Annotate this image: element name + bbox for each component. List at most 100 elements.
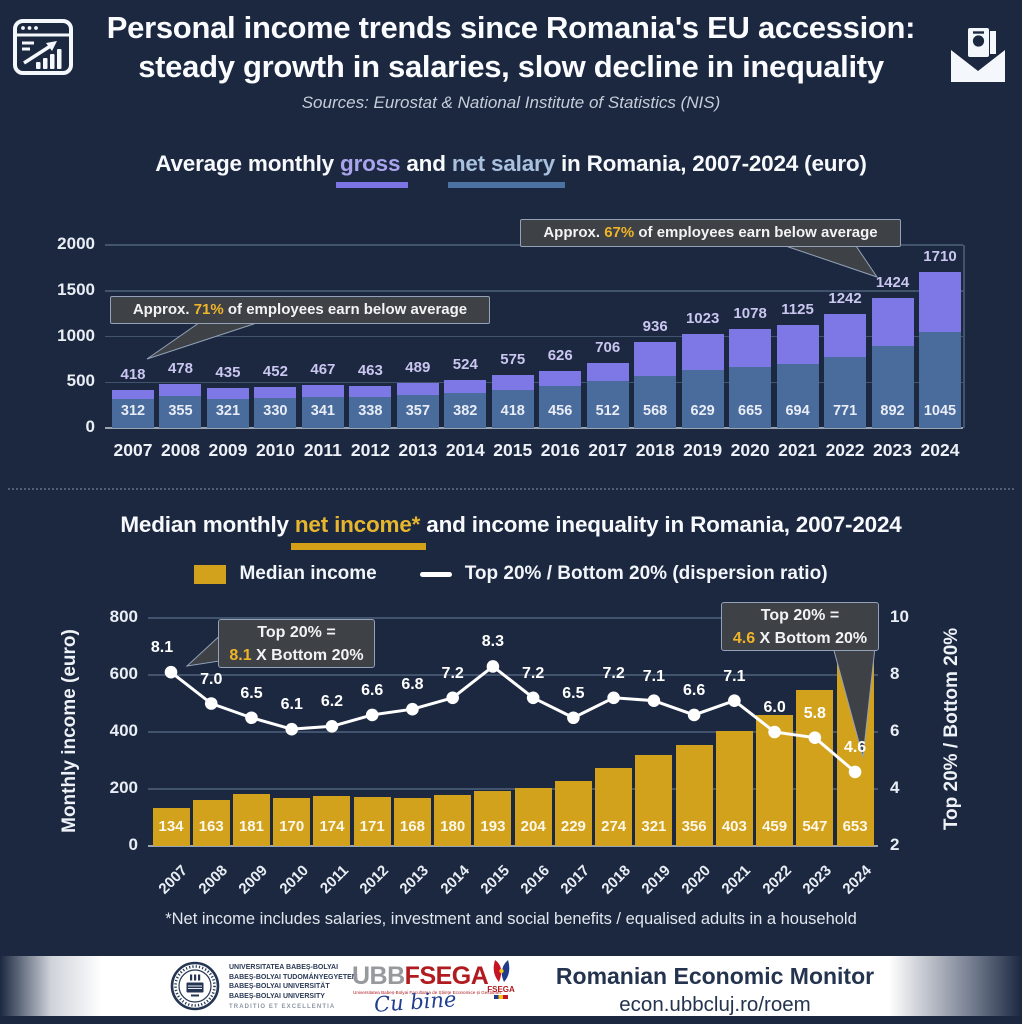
x-axis-line — [148, 845, 878, 847]
salary-y-tick: 0 — [85, 417, 95, 436]
callout-line1: Top 20% = — [257, 624, 336, 641]
ubb-fsega-logo: UBBFSEGA — [352, 962, 489, 991]
ratio-value-label: 7.2 — [441, 664, 464, 682]
callout-line2: 4.6 X Bottom 20% — [722, 628, 878, 651]
romanian-flag-mark — [494, 995, 508, 999]
gross-value-label: 1424 — [875, 273, 910, 291]
net-bar — [349, 397, 392, 428]
median-value-label: 274 — [601, 818, 627, 835]
net-bar — [491, 389, 534, 428]
gridline — [105, 290, 963, 292]
net-value-label: 456 — [548, 403, 573, 419]
ratio-value-label: 6.6 — [361, 681, 384, 699]
gross-value-label: 1078 — [733, 305, 767, 323]
ratio-value-label: 6.0 — [763, 699, 786, 716]
university-motto: TRADITIO ET EXCELLENTIA — [229, 1004, 336, 1010]
ratio-line-swatch — [419, 571, 452, 577]
salary-year-label: 2021 — [778, 440, 818, 460]
median-value-label: 170 — [279, 818, 305, 835]
fsega-subtext: Universitatea Babeș-Bolyai Facultatea de… — [353, 990, 501, 995]
ratio-value-label: 7.2 — [522, 664, 545, 682]
net-bar — [206, 398, 249, 428]
footer: UNIVERSITATEA BABEȘ-BOLYAI BABEȘ-BOLYAI … — [0, 956, 1022, 1017]
ratio-point — [446, 691, 459, 705]
median-value-label: 229 — [560, 818, 586, 835]
net-value-label: 694 — [785, 403, 810, 419]
net-value-label: 568 — [643, 403, 668, 419]
footnote: *Net income includes salaries, investmen… — [165, 910, 857, 928]
ratio-point — [526, 691, 540, 705]
gross-value-label: 1125 — [781, 301, 814, 319]
net-value-label: 665 — [738, 403, 763, 419]
gross-value-label: 626 — [547, 346, 573, 364]
net-value-label: 512 — [595, 403, 620, 419]
callout-line2: 8.1 X Bottom 20% — [219, 645, 374, 668]
ratio-value-label: 7.1 — [642, 667, 665, 685]
ratio-point — [687, 708, 701, 722]
page-title: Personal income trends since Romania's E… — [80, 8, 942, 86]
salary-year-label: 2007 — [113, 440, 153, 460]
ratio-point — [245, 711, 258, 725]
net-value-label: 355 — [168, 403, 193, 419]
fsega-emblem-label: FSEGA — [487, 985, 515, 994]
net-value-label: 341 — [310, 403, 335, 419]
net-bar — [586, 381, 629, 428]
gridline — [148, 617, 878, 619]
median-income-bar — [796, 690, 834, 846]
median-income-bar — [715, 731, 753, 846]
median-income-bar — [434, 794, 472, 846]
university-seal-logo — [170, 961, 220, 1011]
ratio-point — [325, 720, 339, 733]
net-bar — [824, 357, 867, 428]
net-bar — [301, 396, 344, 428]
salary-y-tick: 500 — [66, 371, 95, 391]
ratio-value-label: 6.5 — [240, 684, 263, 702]
net-value-label: 1045 — [923, 403, 957, 419]
gross-value-label: 575 — [500, 351, 526, 369]
median-value-label: 321 — [641, 818, 667, 835]
brand-block: Romanian Economic Monitor econ.ubbcluj.r… — [515, 963, 915, 1017]
median-income-swatch — [194, 564, 227, 584]
median-income-bar — [273, 797, 311, 846]
callout-text: Approx. — [543, 224, 605, 241]
median-income-bar — [675, 744, 713, 846]
net-bar — [918, 332, 961, 428]
ratio-value-label: 5.8 — [803, 704, 826, 722]
income-right-tick: 2 — [890, 835, 900, 854]
ratio-value-label: 7.2 — [602, 664, 625, 682]
median-value-label: 181 — [238, 818, 264, 835]
callout-text: of employees earn below average — [223, 301, 468, 318]
gross-value-label: 1023 — [685, 310, 720, 328]
x-axis-line — [105, 427, 963, 429]
net-value-label: 321 — [215, 403, 241, 419]
net-bar — [254, 397, 297, 428]
fsega-emblem: FSEGA — [479, 959, 523, 999]
salary-year-label: 2012 — [350, 440, 390, 460]
median-income-bar — [514, 787, 552, 846]
median-value-label: 134 — [158, 818, 184, 835]
income-left-tick: 800 — [109, 607, 138, 626]
median-value-label: 356 — [681, 818, 707, 835]
ratio-value-label: 4.6 — [843, 738, 867, 756]
callout-line1: Top 20% = — [760, 607, 840, 624]
callout-ratio-2007: Top 20% = 8.1 X Bottom 20% — [218, 619, 375, 668]
income-left-tick: 200 — [109, 778, 138, 797]
income-left-tick: 600 — [109, 664, 138, 683]
net-bar — [539, 386, 582, 428]
net-value-label: 771 — [832, 403, 858, 419]
gridline — [148, 674, 878, 676]
ratio-point — [567, 711, 580, 725]
university-name: BABEȘ-BOLYAI UNIVERSITY — [229, 992, 325, 1000]
ratio-value-label: 6.5 — [562, 684, 585, 702]
right-spine — [963, 245, 965, 428]
median-value-label: 193 — [480, 818, 506, 835]
gross-value-label: 489 — [405, 359, 431, 377]
salary-year-label: 2018 — [635, 440, 675, 460]
ratio-value: 4.6 — [732, 629, 756, 647]
median-value-label: 174 — [319, 818, 345, 835]
gross-value-label: 706 — [595, 339, 621, 357]
net-bar — [444, 393, 487, 428]
salary-year-label: 2019 — [683, 440, 723, 460]
income-chart-legend: Median income Top 20% / Bottom 20% (disp… — [0, 563, 1022, 585]
